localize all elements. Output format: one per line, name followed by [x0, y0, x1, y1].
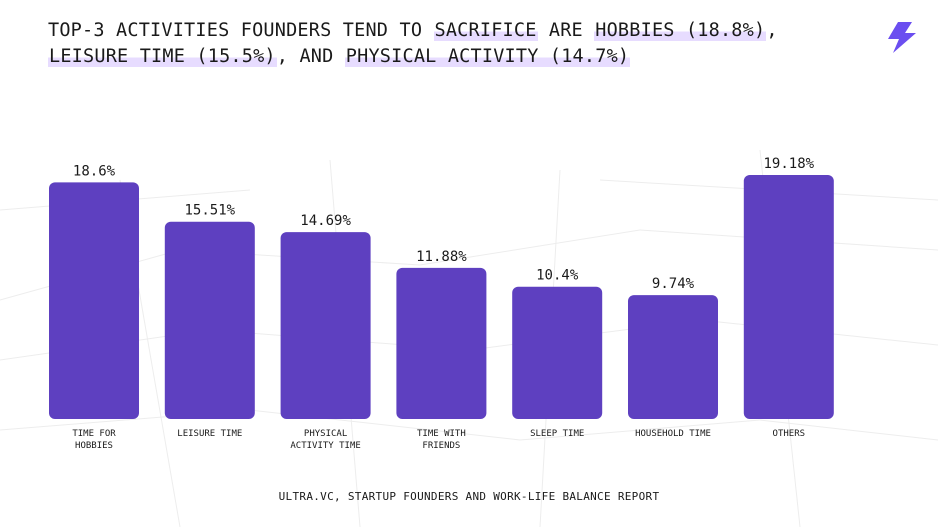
bar [280, 232, 371, 419]
category-label: TIME WITH [417, 429, 466, 439]
data-label: 19.18% [764, 156, 815, 172]
data-label: 14.69% [300, 213, 351, 229]
category-label: PHYSICAL [304, 429, 347, 439]
data-label: 11.88% [416, 249, 467, 265]
category-label: OTHERS [773, 429, 806, 439]
bar [49, 182, 139, 419]
grid-line [759, 419, 938, 441]
category-label: HOUSEHOLD TIME [635, 429, 711, 439]
category-label: HOBBIES [75, 441, 113, 451]
headline-text: , [766, 20, 778, 41]
headline: TOP-3 ACTIVITIES FOUNDERS TEND TO SACRIF… [48, 18, 848, 70]
category-label: SLEEP TIME [530, 429, 584, 439]
category-label: FRIENDS [422, 441, 460, 451]
lightning-bolt-icon [888, 22, 916, 53]
grid-line [519, 419, 761, 441]
headline-highlight: PHYSICAL ACTIVITY (14.7%) [344, 46, 631, 67]
bar [396, 267, 487, 419]
bar [628, 295, 718, 419]
category-label: LEISURE TIME [177, 429, 242, 439]
headline-highlight: SACRIFICE [433, 20, 538, 41]
data-label: 18.6% [73, 163, 116, 179]
grid-line [419, 229, 641, 266]
headline-highlight: LEISURE TIME (15.5%) [48, 46, 277, 67]
bar [512, 286, 603, 419]
bar [164, 221, 255, 419]
headline-highlight: HOBBIES (18.8%) [594, 20, 767, 41]
data-label: 15.51% [185, 203, 236, 219]
headline-text: TOP-3 ACTIVITIES FOUNDERS TEND TO [48, 20, 434, 41]
data-label: 9.74% [652, 276, 695, 292]
headline-text: ARE [537, 20, 595, 41]
source-note: ULTRA.VC, STARTUP FOUNDERS AND WORK-LIFE… [278, 490, 660, 503]
bar [743, 175, 834, 419]
category-label: ACTIVITY TIME [290, 441, 360, 451]
category-label: TIME FOR [72, 429, 116, 439]
data-label: 10.4% [536, 268, 579, 284]
headline-text: , AND [276, 46, 345, 67]
